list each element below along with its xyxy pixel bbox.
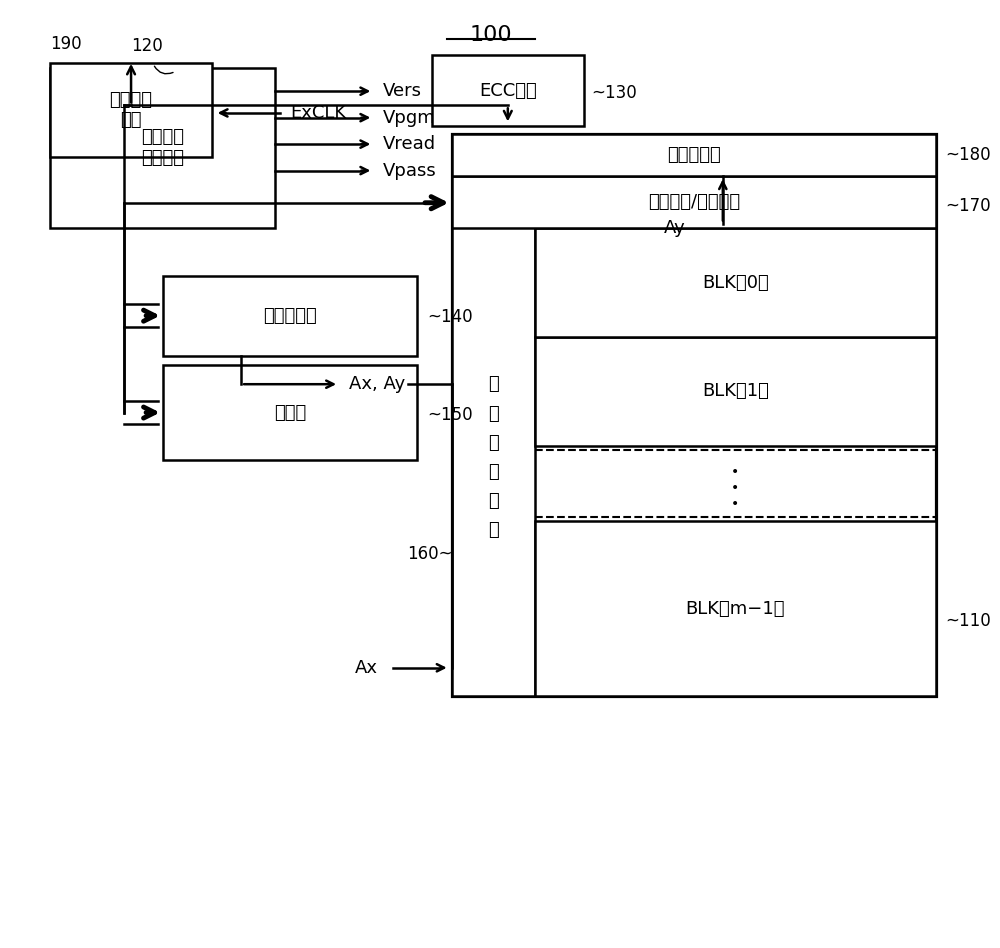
Text: •: • [731, 482, 739, 495]
Text: 输入输出
电路: 输入输出 电路 [110, 91, 153, 130]
FancyBboxPatch shape [452, 219, 535, 696]
Text: ~150: ~150 [427, 407, 473, 425]
Text: Vpass: Vpass [383, 161, 437, 179]
Text: Vpgm: Vpgm [383, 109, 436, 127]
FancyBboxPatch shape [452, 134, 936, 176]
FancyBboxPatch shape [535, 521, 936, 696]
Text: BLK（m−1）: BLK（m−1） [686, 600, 785, 618]
Text: ~130: ~130 [591, 84, 637, 102]
FancyBboxPatch shape [535, 228, 936, 337]
Text: Ax: Ax [355, 659, 378, 677]
Text: 字
线
选
择
电
路: 字 线 选 择 电 路 [488, 375, 499, 539]
Text: 190: 190 [50, 35, 82, 53]
Text: 160~: 160~ [408, 545, 453, 563]
Text: 内部电压
产生电路: 内部电压 产生电路 [141, 129, 184, 167]
Text: •: • [731, 465, 739, 479]
FancyBboxPatch shape [432, 55, 584, 126]
FancyBboxPatch shape [452, 176, 936, 228]
Text: Ay: Ay [664, 219, 686, 237]
Text: ECC电路: ECC电路 [479, 82, 537, 100]
FancyBboxPatch shape [452, 134, 936, 696]
Text: ~170: ~170 [946, 196, 991, 214]
Text: BLK（1）: BLK（1） [702, 382, 769, 400]
Text: 页缓冲器/感测电路: 页缓冲器/感测电路 [648, 193, 740, 211]
Text: 控制器: 控制器 [274, 404, 306, 422]
Text: ~110: ~110 [946, 611, 991, 629]
Text: 100: 100 [469, 25, 512, 45]
Text: 地址寄存器: 地址寄存器 [263, 306, 317, 324]
Text: 120: 120 [131, 37, 163, 55]
Text: BLK（0）: BLK（0） [702, 274, 769, 292]
FancyBboxPatch shape [50, 67, 275, 228]
Text: Vread: Vread [383, 136, 436, 154]
Text: ExCLK: ExCLK [290, 104, 346, 122]
FancyBboxPatch shape [163, 276, 417, 356]
FancyBboxPatch shape [535, 337, 936, 446]
FancyBboxPatch shape [163, 365, 417, 460]
Text: Ax, Ay: Ax, Ay [349, 375, 405, 393]
Text: Vers: Vers [383, 82, 422, 100]
Text: ~180: ~180 [946, 146, 991, 164]
Text: 列选择电路: 列选择电路 [667, 146, 721, 164]
FancyBboxPatch shape [50, 63, 212, 157]
Text: •: • [731, 498, 739, 511]
Text: ~140: ~140 [427, 308, 473, 326]
